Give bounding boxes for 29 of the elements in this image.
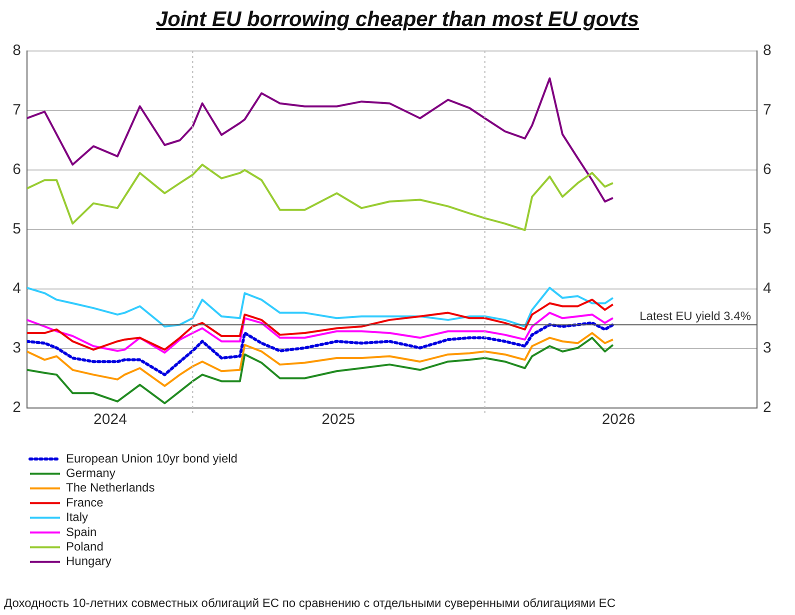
legend-label: Spain — [66, 524, 97, 539]
y-tick-label: 2 — [12, 399, 21, 416]
legend-label: Poland — [66, 540, 104, 554]
line-series — [27, 321, 614, 376]
y2-tick-label: 8 — [763, 42, 772, 60]
y-tick-label: 5 — [12, 220, 21, 238]
legend-label: European Union 10yr bond yield — [66, 451, 238, 466]
ref-line-label: Latest EU yield 3.4% — [640, 309, 752, 324]
y-tick-label: 8 — [12, 42, 21, 60]
legend-label: Germany — [66, 466, 116, 480]
legend-label: Italy — [66, 510, 88, 524]
legend-label: France — [66, 495, 104, 510]
legend-label: The Netherlands — [66, 480, 155, 495]
y2-tick-label: 6 — [763, 161, 772, 178]
y2-tick-label: 3 — [763, 340, 772, 357]
y-tick-label: 6 — [12, 161, 21, 178]
y2-tick-label: 4 — [763, 280, 772, 298]
x-tick-label: 2024 — [94, 411, 127, 428]
x-tick-label: 2025 — [322, 411, 356, 428]
text: Доходность 10-летних совместных облигаций ЕС по сравнению с отдельными суверенными облигациями ЕС — [4, 596, 616, 610]
y2-tick-label: 2 — [763, 399, 772, 416]
chart-title: Joint EU borrowing cheaper than most EU govts — [154, 8, 640, 32]
x-tick-label: 2026 — [602, 411, 636, 428]
legend-label: Hungary — [66, 554, 112, 568]
y-tick-label: 4 — [12, 280, 21, 298]
y2-tick-label: 5 — [763, 220, 772, 238]
y-tick-label: 7 — [12, 102, 21, 119]
y2-tick-label: 7 — [763, 102, 772, 119]
y-tick-label: 3 — [12, 340, 21, 357]
